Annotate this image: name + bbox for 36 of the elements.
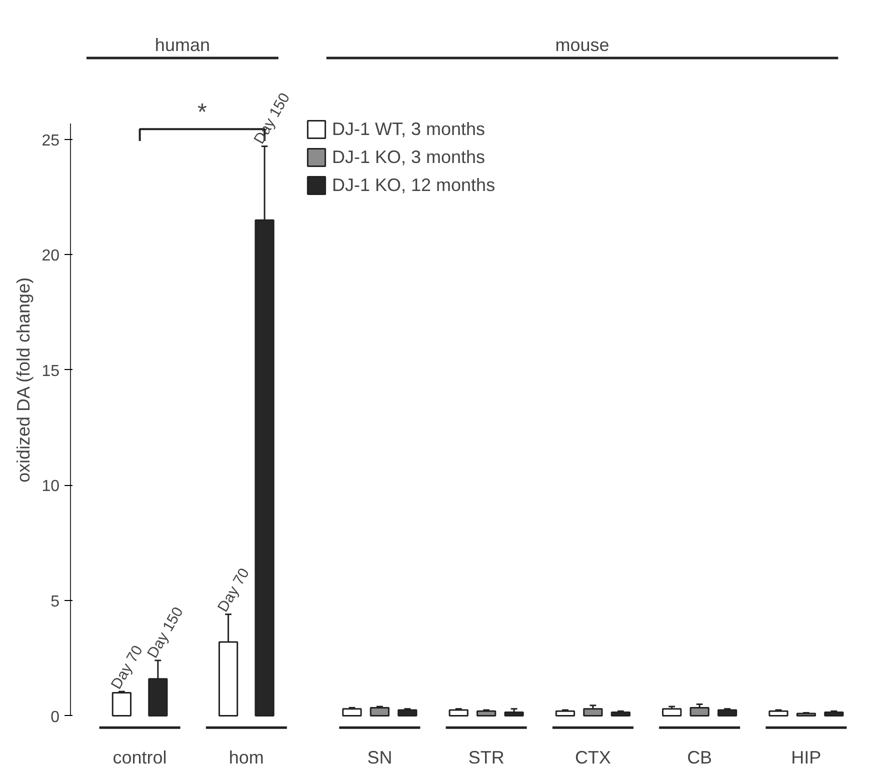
bar (370, 706, 390, 717)
bar (476, 710, 496, 717)
y-tick-label: 5 (50, 593, 60, 610)
x-tick-label: CTX (574, 748, 611, 768)
bar (690, 706, 710, 717)
bar (717, 709, 738, 717)
bar (342, 708, 362, 717)
bar (448, 709, 468, 717)
text: human (154, 35, 210, 56)
legend-label: DJ-1 KO, 12 months (332, 174, 496, 196)
x-tick-label: control (112, 748, 167, 768)
y-tick-label: 25 (42, 132, 60, 150)
x-tick-label: hom (228, 748, 264, 768)
y-axis-title: oxidized DA (fold change) (14, 277, 34, 483)
legend-label: DJ-1 WT, 3 months (332, 118, 486, 140)
bar (398, 709, 418, 717)
bar (824, 712, 844, 717)
y-tick-label: 20 (42, 248, 60, 265)
bar (662, 708, 682, 717)
x-tick-label: SN (367, 748, 392, 768)
bar (555, 710, 576, 717)
bar (796, 712, 816, 717)
bar (504, 712, 524, 717)
annotation: * (198, 99, 207, 126)
x-tick-label: CB (687, 748, 712, 768)
legend-label: DJ-1 KO, 3 months (332, 146, 486, 168)
x-tick-label: STR (468, 748, 504, 768)
y-tick-label: 0 (50, 708, 60, 726)
x-tick-label: HIP (791, 748, 822, 768)
bar (112, 692, 132, 717)
bar (610, 712, 630, 717)
bar (768, 710, 788, 717)
y-tick-label: 15 (42, 362, 60, 380)
y-tick-label: 10 (42, 478, 60, 496)
bar (583, 708, 603, 717)
text: mouse (555, 35, 610, 56)
